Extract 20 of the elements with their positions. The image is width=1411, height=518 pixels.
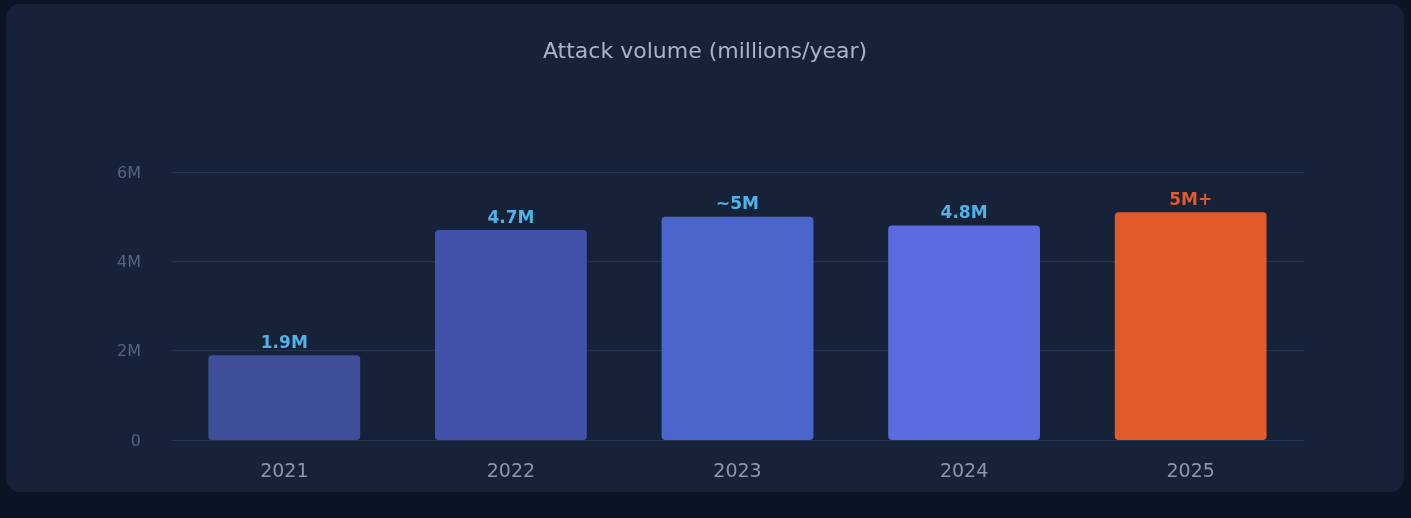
- y-tick-label: 0: [130, 430, 141, 450]
- x-tick-label: 2021: [260, 458, 309, 481]
- data-label: 5M+: [1169, 188, 1213, 209]
- x-tick-label: 2022: [486, 458, 536, 481]
- chart-title: Attack volume (millions/year): [542, 37, 868, 63]
- y-tick-label: 4M: [117, 251, 141, 271]
- bar: [434, 230, 587, 440]
- bar: [661, 216, 814, 440]
- data-label: ~5M: [716, 193, 759, 214]
- x-tick-label: 2025: [1166, 458, 1215, 481]
- data-label: 1.9M: [260, 331, 308, 352]
- x-tick-label: 2023: [713, 458, 762, 481]
- bar: [208, 355, 361, 440]
- data-label: 4.8M: [940, 202, 988, 223]
- bar: [888, 225, 1041, 440]
- bar: [1114, 212, 1267, 440]
- data-label: 4.7M: [487, 206, 535, 227]
- x-tick-label: 2024: [939, 458, 989, 481]
- y-tick-label: 2M: [117, 341, 141, 361]
- y-tick-label: 6M: [117, 162, 141, 182]
